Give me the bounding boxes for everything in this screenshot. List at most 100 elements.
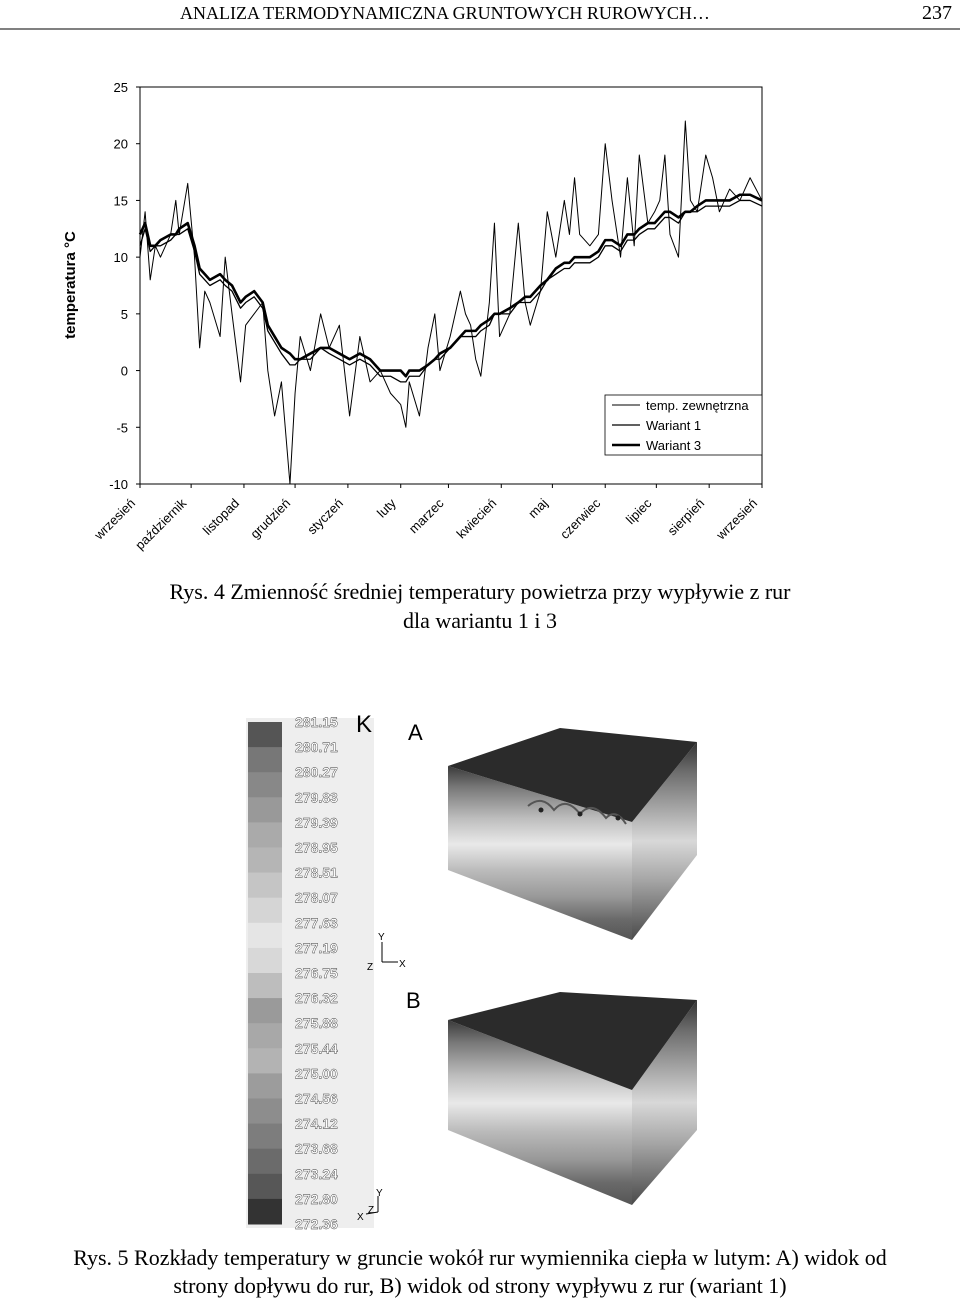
scale-band — [248, 722, 282, 748]
scale-label: 273.68 — [295, 1141, 338, 1157]
block-side — [448, 1020, 632, 1205]
scale-label: 276.75 — [295, 965, 338, 981]
axis-letter: X — [357, 1212, 364, 1223]
y-axis-label: temperatura °C — [62, 231, 79, 339]
x-tick-label: grudzień — [247, 496, 293, 542]
legend: temp. zewnętrzna Wariant 1 Wariant 3 — [612, 398, 749, 453]
running-header: ANALIZA TERMODYNAMICZNA GRUNTOWYCH RUROW… — [180, 3, 710, 23]
x-tick-label: listopad — [200, 496, 242, 538]
axis-arrow — [365, 1211, 379, 1215]
y-tick-label: -10 — [109, 477, 128, 492]
y-tick-label: 5 — [121, 307, 128, 322]
scale-band — [248, 822, 282, 848]
scale-band — [248, 1173, 282, 1200]
scale-label: 280.71 — [295, 739, 338, 755]
legend-label: Wariant 3 — [646, 438, 701, 453]
axis-letter: Z — [368, 1205, 374, 1216]
scale-label: 279.83 — [295, 789, 338, 805]
block-side — [632, 1000, 697, 1205]
color-scale: 281.15 280.71 280.27 279.83 279.39 278.95 278.… — [246, 714, 374, 1232]
scale-band — [248, 1123, 282, 1150]
figure-caption: strony dopływu do rur, B) widok od stron… — [173, 1273, 786, 1298]
axes-triad: Y Z X — [357, 1188, 383, 1223]
pipe — [615, 815, 621, 821]
block-top — [448, 992, 697, 1090]
scale-band — [248, 998, 282, 1024]
scale-band — [248, 1198, 282, 1225]
view-label: B — [406, 988, 421, 1013]
y-tick-label: 20 — [114, 137, 128, 152]
block-top — [448, 728, 697, 822]
scale-label: 280.27 — [295, 764, 338, 780]
x-tick-label: sierpień — [664, 496, 707, 539]
figure-caption: dla wariantu 1 i 3 — [403, 608, 557, 633]
y-tick-label: -5 — [116, 420, 128, 435]
x-tick-label: kwiecień — [454, 496, 500, 542]
figure-caption: Rys. 5 Rozkłady temperatury w gruncie wo… — [73, 1245, 887, 1270]
series-line — [138, 193, 763, 378]
plot-frame — [139, 86, 763, 485]
x-tick-label: wrzesień — [91, 496, 139, 544]
y-tick-label: 15 — [114, 193, 128, 208]
scale-label: 272.80 — [295, 1191, 338, 1207]
scale-band — [248, 947, 282, 974]
axes-triad: Y Z X — [367, 932, 406, 973]
scale-label: 278.07 — [295, 890, 338, 906]
scale-band — [248, 872, 282, 899]
scale-band — [248, 973, 282, 999]
page-number: 237 — [922, 2, 952, 24]
scale-label: 273.24 — [295, 1166, 338, 1182]
pipe — [538, 807, 544, 813]
axis-letter: Y — [376, 1188, 383, 1199]
axis-letter: Z — [367, 962, 373, 973]
y-tick-label: 10 — [114, 250, 128, 265]
figure-caption: Rys. 4 Zmienność średniej temperatury po… — [169, 579, 791, 604]
scale-label: 274.12 — [295, 1116, 338, 1132]
x-tick-label: styczeń — [304, 496, 346, 538]
scale-band — [248, 797, 282, 823]
scale-label: 278.95 — [295, 840, 338, 856]
x-tick-label: luty — [374, 495, 399, 520]
scale-label: 275.00 — [295, 1065, 338, 1081]
axis-letter: X — [399, 959, 406, 970]
x-tick-label: marzec — [406, 495, 447, 536]
axis-letter: Y — [378, 932, 385, 943]
scale-label: 277.19 — [295, 940, 338, 956]
scale-band — [248, 922, 282, 949]
scale-label: 275.44 — [295, 1040, 338, 1056]
scale-label: 278.51 — [295, 865, 338, 881]
scale-label: 275.88 — [295, 1015, 338, 1031]
legend-label: Wariant 1 — [646, 418, 701, 433]
scale-label: 272.36 — [295, 1216, 338, 1232]
series-line — [139, 199, 763, 383]
x-tick-label: październik — [132, 495, 189, 552]
scale-band — [248, 847, 282, 874]
legend-label: temp. zewnętrzna — [646, 398, 749, 413]
x-tick-label: maj — [525, 495, 550, 520]
x-tick-label: lipiec — [623, 495, 655, 527]
scale-band — [248, 772, 282, 798]
x-tick-label: czerwiec — [557, 495, 604, 542]
scale-label: 279.39 — [295, 814, 338, 830]
scale-band — [248, 1023, 282, 1049]
view-label: A — [408, 720, 423, 745]
scale-label: 276.32 — [295, 990, 338, 1006]
scale-band — [248, 747, 282, 773]
scale-label: 277.63 — [295, 915, 338, 931]
y-tick-label: 25 — [114, 80, 128, 95]
block-side — [632, 742, 697, 940]
scale-band — [248, 897, 282, 924]
scale-band — [248, 1073, 282, 1099]
pipe — [577, 811, 583, 817]
y-tick-label: 0 — [121, 364, 128, 379]
x-tick-label: wrzesień — [713, 496, 761, 544]
scale-band — [248, 1098, 282, 1125]
scale-letter: K — [356, 711, 372, 738]
scale-label: 281.15 — [295, 714, 338, 730]
series-line — [139, 120, 763, 485]
scale-label: 274.56 — [295, 1091, 338, 1107]
scale-band — [248, 1148, 282, 1175]
